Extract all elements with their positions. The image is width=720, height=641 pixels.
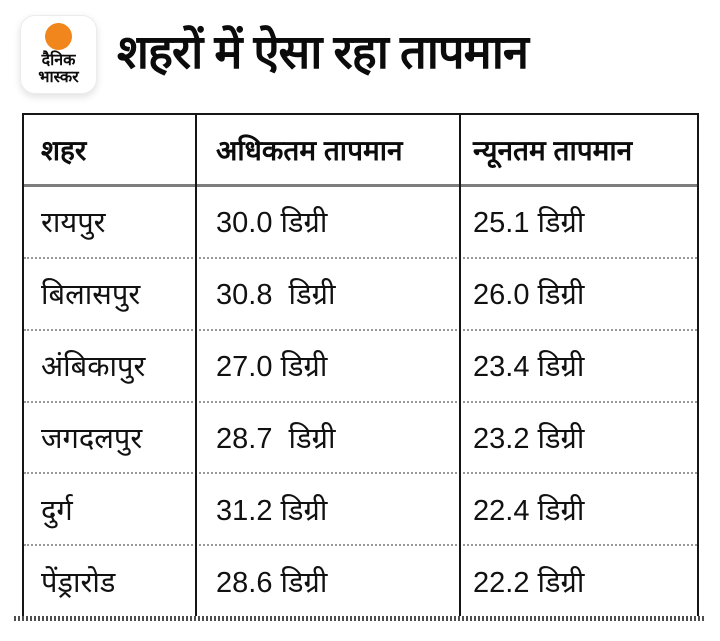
city-cell: बिलासपुर — [41, 279, 141, 312]
sun-icon — [45, 22, 72, 50]
table-row: दुर्ग 31.2 डिग्री 22.4 डिग्री — [24, 474, 697, 547]
city-cell: दुर्ग — [41, 494, 73, 527]
graphic-bottom-edge — [14, 616, 706, 621]
min-temp-cell: 25.1 डिग्री — [473, 207, 585, 240]
logo-text-line1: दैनिक — [41, 51, 76, 69]
column-header-city: शहर — [41, 134, 87, 166]
temperature-table: शहर अधिकतम तापमान न्यूनतम तापमान रायपुर … — [22, 113, 699, 618]
table-row: अंबिकापुर 27.0 डिग्री 23.4 डिग्री — [24, 331, 697, 403]
table-row: रायपुर 30.0 डिग्री 25.1 डिग्री — [24, 187, 697, 259]
min-temp-cell: 26.0 डिग्री — [473, 279, 585, 312]
dainik-bhaskar-logo: दैनिक भास्कर — [20, 15, 97, 94]
max-temp-cell: 30.0 डिग्री — [216, 207, 328, 240]
column-divider-1 — [195, 115, 197, 618]
min-temp-cell: 22.2 डिग्री — [473, 566, 585, 599]
max-temp-cell: 28.7 डिग्री — [216, 422, 336, 455]
table-row: पेंड्रारोड 28.6 डिग्री 22.2 डिग्री — [24, 546, 697, 618]
city-cell: जगदलपुर — [41, 422, 143, 455]
column-header-max-temp: अधिकतम तापमान — [216, 134, 403, 166]
table-header-row: शहर अधिकतम तापमान न्यूनतम तापमान — [24, 115, 697, 187]
table-row: बिलासपुर 30.8 डिग्री 26.0 डिग्री — [24, 259, 697, 331]
max-temp-cell: 28.6 डिग्री — [216, 566, 328, 599]
column-header-min-temp: न्यूनतम तापमान — [473, 134, 633, 166]
masthead: दैनिक भास्कर शहरों में ऐसा रहा तापमान — [20, 15, 529, 94]
logo-text-line2: भास्कर — [38, 68, 79, 86]
table-row: जगदलपुर 28.7 डिग्री 23.2 डिग्री — [24, 403, 697, 475]
min-temp-cell: 22.4 डिग्री — [473, 494, 585, 527]
city-cell: अंबिकापुर — [41, 351, 146, 384]
city-cell: पेंड्रारोड — [41, 566, 116, 599]
city-cell: रायपुर — [41, 207, 106, 240]
min-temp-cell: 23.2 डिग्री — [473, 422, 585, 455]
max-temp-cell: 30.8 डिग्री — [216, 279, 336, 312]
column-divider-2 — [459, 115, 461, 618]
page-title: शहरों में ऐसा रहा तापमान — [117, 25, 529, 78]
max-temp-cell: 31.2 डिग्री — [216, 494, 328, 527]
max-temp-cell: 27.0 डिग्री — [216, 351, 328, 384]
min-temp-cell: 23.4 डिग्री — [473, 351, 585, 384]
